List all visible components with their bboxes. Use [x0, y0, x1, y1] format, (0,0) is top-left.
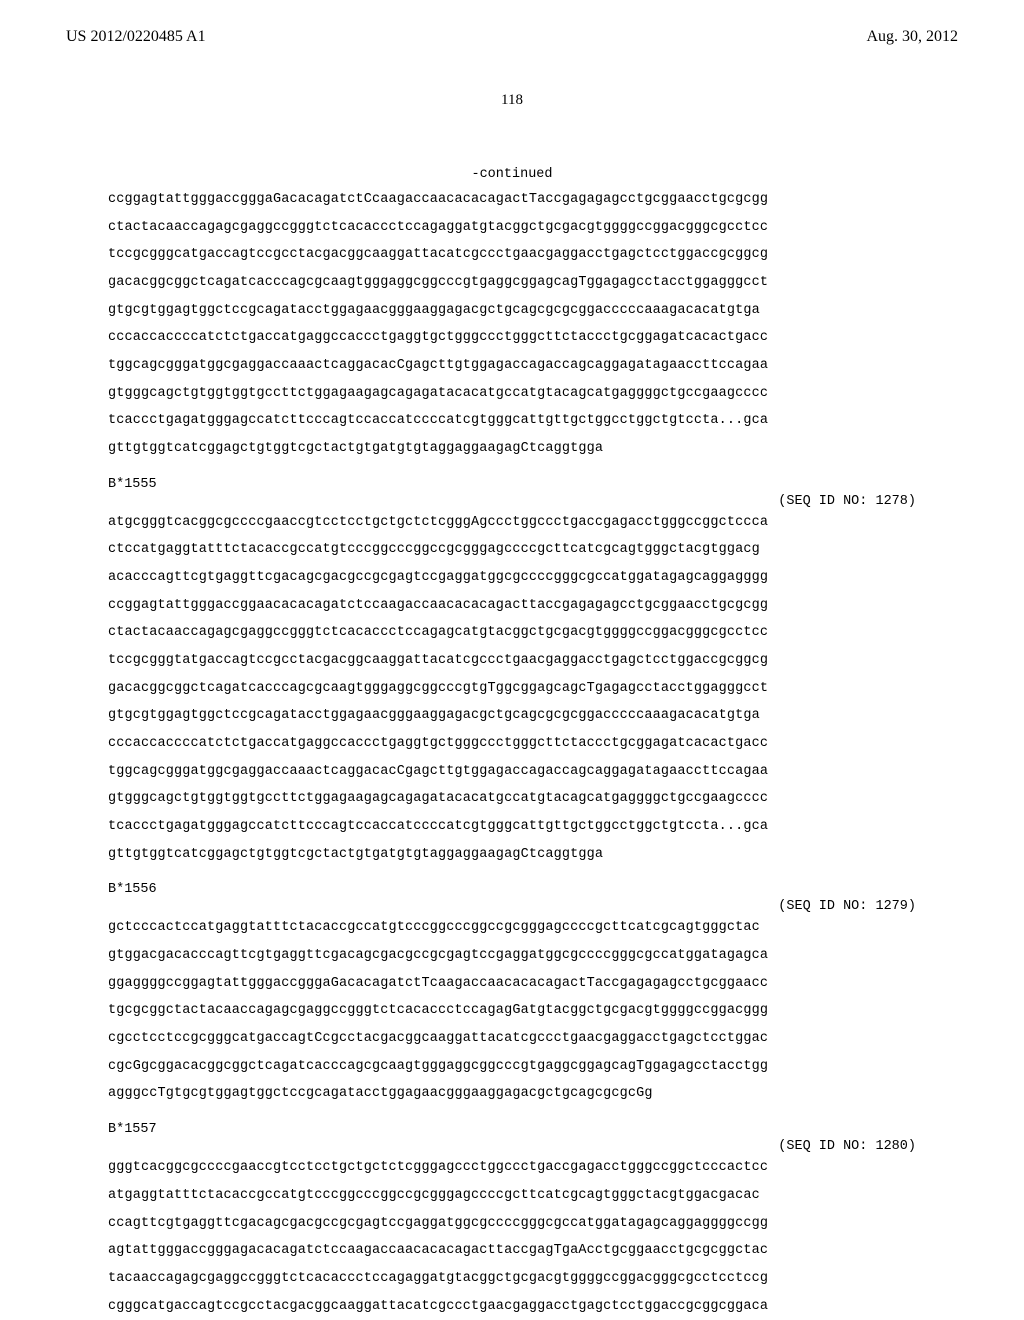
publication-number: US 2012/0220485 A1 [66, 28, 206, 46]
sequence-text: atgcgggtcacggcgccccgaaccgtcctcctgctgctct… [108, 509, 916, 869]
sequence-label: B*1557 [108, 1122, 916, 1137]
sequence-blocks: ccggagtattgggaccgggaGacacagatctCcaagacca… [108, 186, 916, 1320]
sequence-id: (SEQ ID NO: 1279) [108, 899, 916, 914]
publication-date: Aug. 30, 2012 [866, 28, 958, 46]
sequence-label: B*1556 [108, 882, 916, 897]
sequence-label: B*1555 [108, 477, 916, 492]
sequence-text: gggtcacggcgccccgaaccgtcctcctgctgctctcggg… [108, 1154, 916, 1320]
sequence-text: gctcccactccatgaggtatttctacaccgccatgtcccg… [108, 914, 916, 1108]
continued-label: -continued [108, 167, 916, 182]
page-number: 118 [0, 92, 1024, 109]
content-area: -continued ccggagtattgggaccgggaGacacagat… [0, 167, 1024, 1320]
sequence-id: (SEQ ID NO: 1278) [108, 494, 916, 509]
page-header: US 2012/0220485 A1 Aug. 30, 2012 [0, 0, 1024, 46]
sequence-text: ccggagtattgggaccgggaGacacagatctCcaagacca… [108, 186, 916, 463]
sequence-id: (SEQ ID NO: 1280) [108, 1139, 916, 1154]
